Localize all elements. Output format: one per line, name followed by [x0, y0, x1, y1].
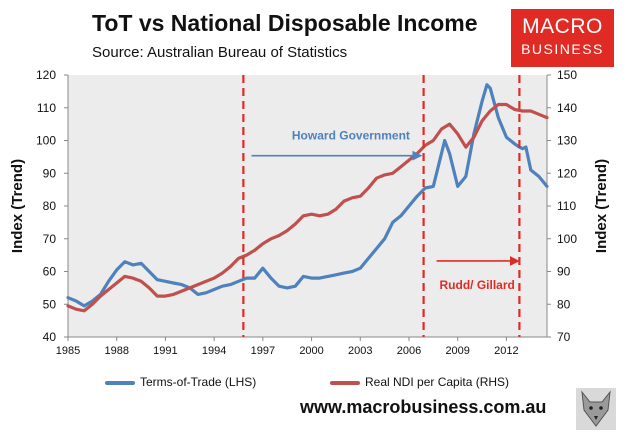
- website-url: www.macrobusiness.com.au: [300, 397, 547, 417]
- y-left-tick-label: 80: [43, 199, 57, 213]
- x-tick-label: 2012: [494, 345, 518, 357]
- plot-area: [68, 75, 547, 337]
- y-left-tick-label: 40: [43, 330, 57, 344]
- legend-swatch-ndi: [330, 381, 360, 385]
- chart-title: ToT vs National Disposable Income: [92, 10, 478, 36]
- x-tick-label: 1994: [202, 345, 226, 357]
- macrobusiness-logo: MACRO BUSINESS: [511, 9, 614, 67]
- x-tick-label: 1997: [251, 345, 275, 357]
- y-right-tick-label: 70: [557, 330, 571, 344]
- howard-government-label: Howard Government: [292, 129, 410, 143]
- y-left-tick-label: 110: [37, 101, 56, 115]
- x-tick-label: 2006: [397, 345, 421, 357]
- logo-line-1: MACRO: [522, 15, 603, 38]
- y-right-tick-label: 150: [557, 68, 577, 82]
- y-left-tick-label: 60: [43, 265, 57, 279]
- x-tick-label: 2003: [348, 345, 372, 357]
- x-tick-label: 1991: [153, 345, 177, 357]
- rudd-gillard-label: Rudd/ Gillard: [440, 278, 515, 292]
- chart-subtitle: Source: Australian Bureau of Statistics: [92, 44, 348, 61]
- y-left-tick-label: 70: [43, 232, 57, 246]
- y-left-tick-label: 50: [43, 297, 57, 311]
- y-right-tick-label: 110: [557, 199, 576, 213]
- y-right-tick-label: 90: [557, 265, 571, 279]
- y-left-tick-label: 120: [36, 68, 56, 82]
- legend-label-ndi: Real NDI per Capita (RHS): [365, 375, 510, 389]
- y-right-tick-label: 80: [557, 297, 571, 311]
- wolf-logo: [576, 388, 616, 430]
- logo-line-2: BUSINESS: [521, 41, 604, 57]
- y-axis-left-label: Index (Trend): [9, 159, 26, 253]
- x-tick-label: 2000: [299, 345, 323, 357]
- y-right-tick-label: 140: [557, 101, 577, 115]
- y-axis-right-label: Index (Trend): [593, 159, 610, 253]
- y-right-tick-label: 130: [557, 134, 577, 148]
- y-right-tick-label: 100: [557, 232, 577, 246]
- x-tick-label: 1985: [56, 345, 80, 357]
- series-line-real-ndi: [66, 102, 549, 313]
- series-line-terms-of-trade: [66, 83, 549, 308]
- legend-swatch-tot: [105, 381, 135, 385]
- y-left-tick-label: 100: [36, 134, 56, 148]
- legend-label-tot: Terms-of-Trade (LHS): [140, 375, 257, 389]
- x-tick-label: 2009: [445, 345, 469, 357]
- y-right-tick-label: 120: [557, 166, 577, 180]
- x-tick-label: 1988: [104, 345, 128, 357]
- y-left-tick-label: 90: [43, 166, 57, 180]
